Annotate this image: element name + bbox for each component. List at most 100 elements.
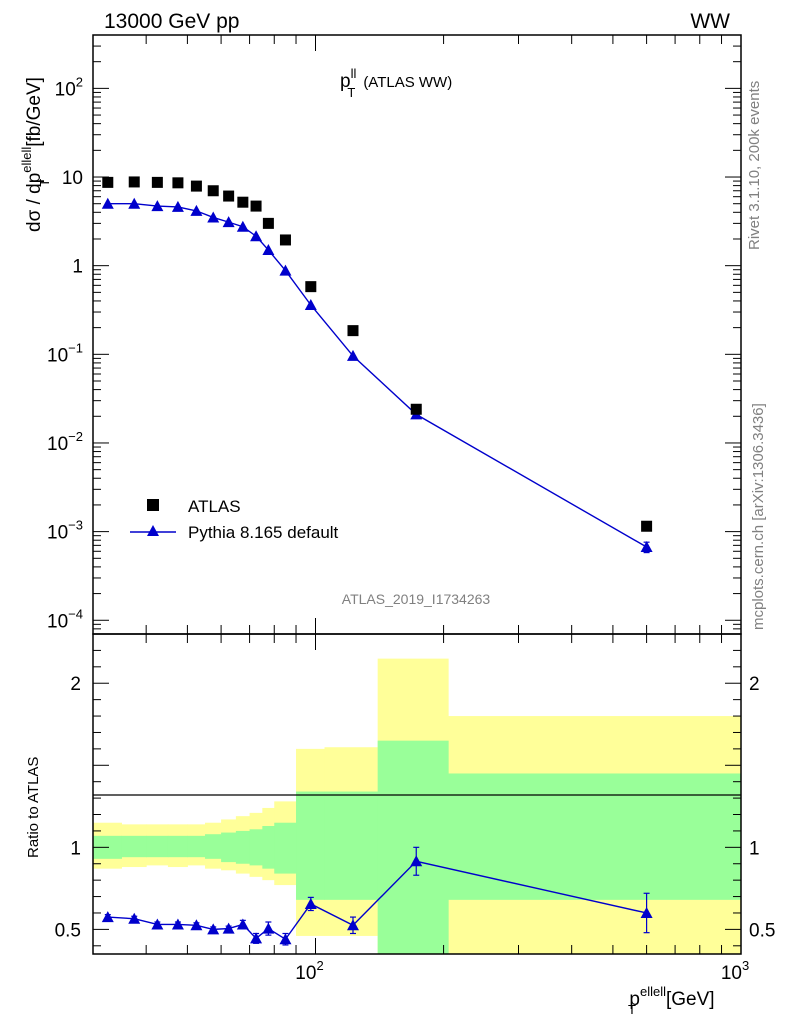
ratio-panel: 0.5 0.5 1 1 2 2 102 103 Ratio to ATLAS pellell T… [25,633,776,1017]
rivet-version-label: Rivet 3.1.10, 200k events [746,81,763,250]
atlas-point [128,176,140,188]
band-green [235,830,251,864]
atlas-point [102,176,114,188]
legend-mc-marker [147,525,159,536]
ratio-y-axis-label: Ratio to ATLAS [25,757,42,858]
ratio-y-tick-label-left: 0.5 [55,920,81,941]
band-green [448,773,742,900]
ratio-y-tick-label-right: 2 [749,674,760,695]
atlas-point [207,185,219,197]
atlas-point [151,176,163,188]
x-tick-label: 102 [295,958,323,984]
band-green [262,826,275,869]
band-green [221,832,237,863]
atlas-point [190,180,202,192]
atlas-point [237,196,249,208]
ratio-point [236,918,249,930]
atlas-point [262,217,274,229]
plot-title: pll T(ATLAS WW) [340,66,452,100]
ratio-point [222,922,235,934]
band-green [205,834,222,859]
atlas-point [279,234,291,246]
ratio-point [250,932,263,944]
ratio-point [279,933,292,945]
ratio-point [151,918,164,930]
ratio-point [128,912,141,924]
mc-point [171,200,184,212]
mc-point [640,541,653,553]
legend-atlas-marker [147,499,159,511]
y-tick-label: 102 [55,74,83,100]
ratio-marks [101,846,653,946]
mc-point [151,200,164,212]
process-label: WW [690,10,730,33]
legend-atlas-label: ATLAS [188,497,241,516]
y-tick-label: 10−3 [47,518,83,544]
mcplots-label: mcplots.cern.ch [arXiv:1306.3436] [750,403,767,630]
mc-point [207,211,220,223]
atlas-point [250,200,262,212]
ratio-point [207,923,220,935]
atlas-point [305,281,317,293]
atlas-point [223,190,235,202]
y-tick-label: 10−1 [47,340,83,366]
mc-point [236,220,249,232]
ratio-point [410,855,423,867]
mc-point [222,216,235,228]
y-tick-label: 10−2 [47,429,83,455]
ratio-point [640,906,653,918]
band-green [249,829,263,866]
band-green [324,791,379,900]
analysis-name: ATLAS_2019_I1734263 [342,591,491,607]
ratio-y-tick-label-left: 1 [70,838,81,859]
ratio-point [190,919,203,931]
ratio-bands [93,658,742,954]
ratio-y-tick-label-left: 2 [70,674,81,695]
x-tick-label: 103 [721,958,749,984]
band-green [274,822,297,874]
mc-point [279,264,292,276]
mc-point [304,299,317,311]
ratio-ticks [92,634,742,954]
band-green [167,835,188,858]
ratio-point [101,911,114,923]
ratio-point [171,918,184,930]
legend-mc-label: Pythia 8.165 default [188,523,339,542]
main-ticks [92,34,742,635]
main-y-tick-labels: 10−4 10−3 10−2 10−1 1 10 102 [47,74,83,632]
mc-point [101,197,114,209]
x-axis-label: pellell T [GeV] [628,984,715,1017]
main-panel: 10−4 10−3 10−2 10−1 1 10 102 pll T(ATLAS WW) dσ… [19,34,742,635]
ratio-frame [92,633,742,955]
ratio-point [304,897,317,909]
ratio-point [346,919,359,931]
y-tick-label: 10−4 [47,606,83,632]
band-green [377,740,449,954]
energy-label: 13000 GeV pp [104,10,239,33]
mc-line [107,203,647,548]
mc-point [346,349,359,361]
band-green [146,835,169,858]
ratio-y-tick-label-right: 0.5 [749,920,775,941]
band-green [187,835,206,858]
ratio-point [262,922,275,934]
mc-point [190,204,203,216]
band-green [121,835,147,858]
mc-point [128,197,141,209]
atlas-point [410,403,422,415]
mc-point [262,244,275,256]
atlas-point [172,177,184,189]
y-tick-label: 1 [72,257,83,278]
ratio-y-tick-label-right: 1 [749,838,760,859]
main-frame [92,34,742,635]
atlas-point [347,325,359,337]
y-tick-label: 10 [62,168,83,189]
ratio-tick-labels: 0.5 0.5 1 1 2 2 102 103 [55,674,776,984]
atlas-point [641,520,653,532]
main-y-axis-label: dσ / dpellellT[fb/GeV] [19,77,52,232]
main-marks [101,176,653,554]
mc-point [250,230,263,242]
band-green [296,791,326,900]
legend: ATLAS Pythia 8.165 default [130,497,339,542]
